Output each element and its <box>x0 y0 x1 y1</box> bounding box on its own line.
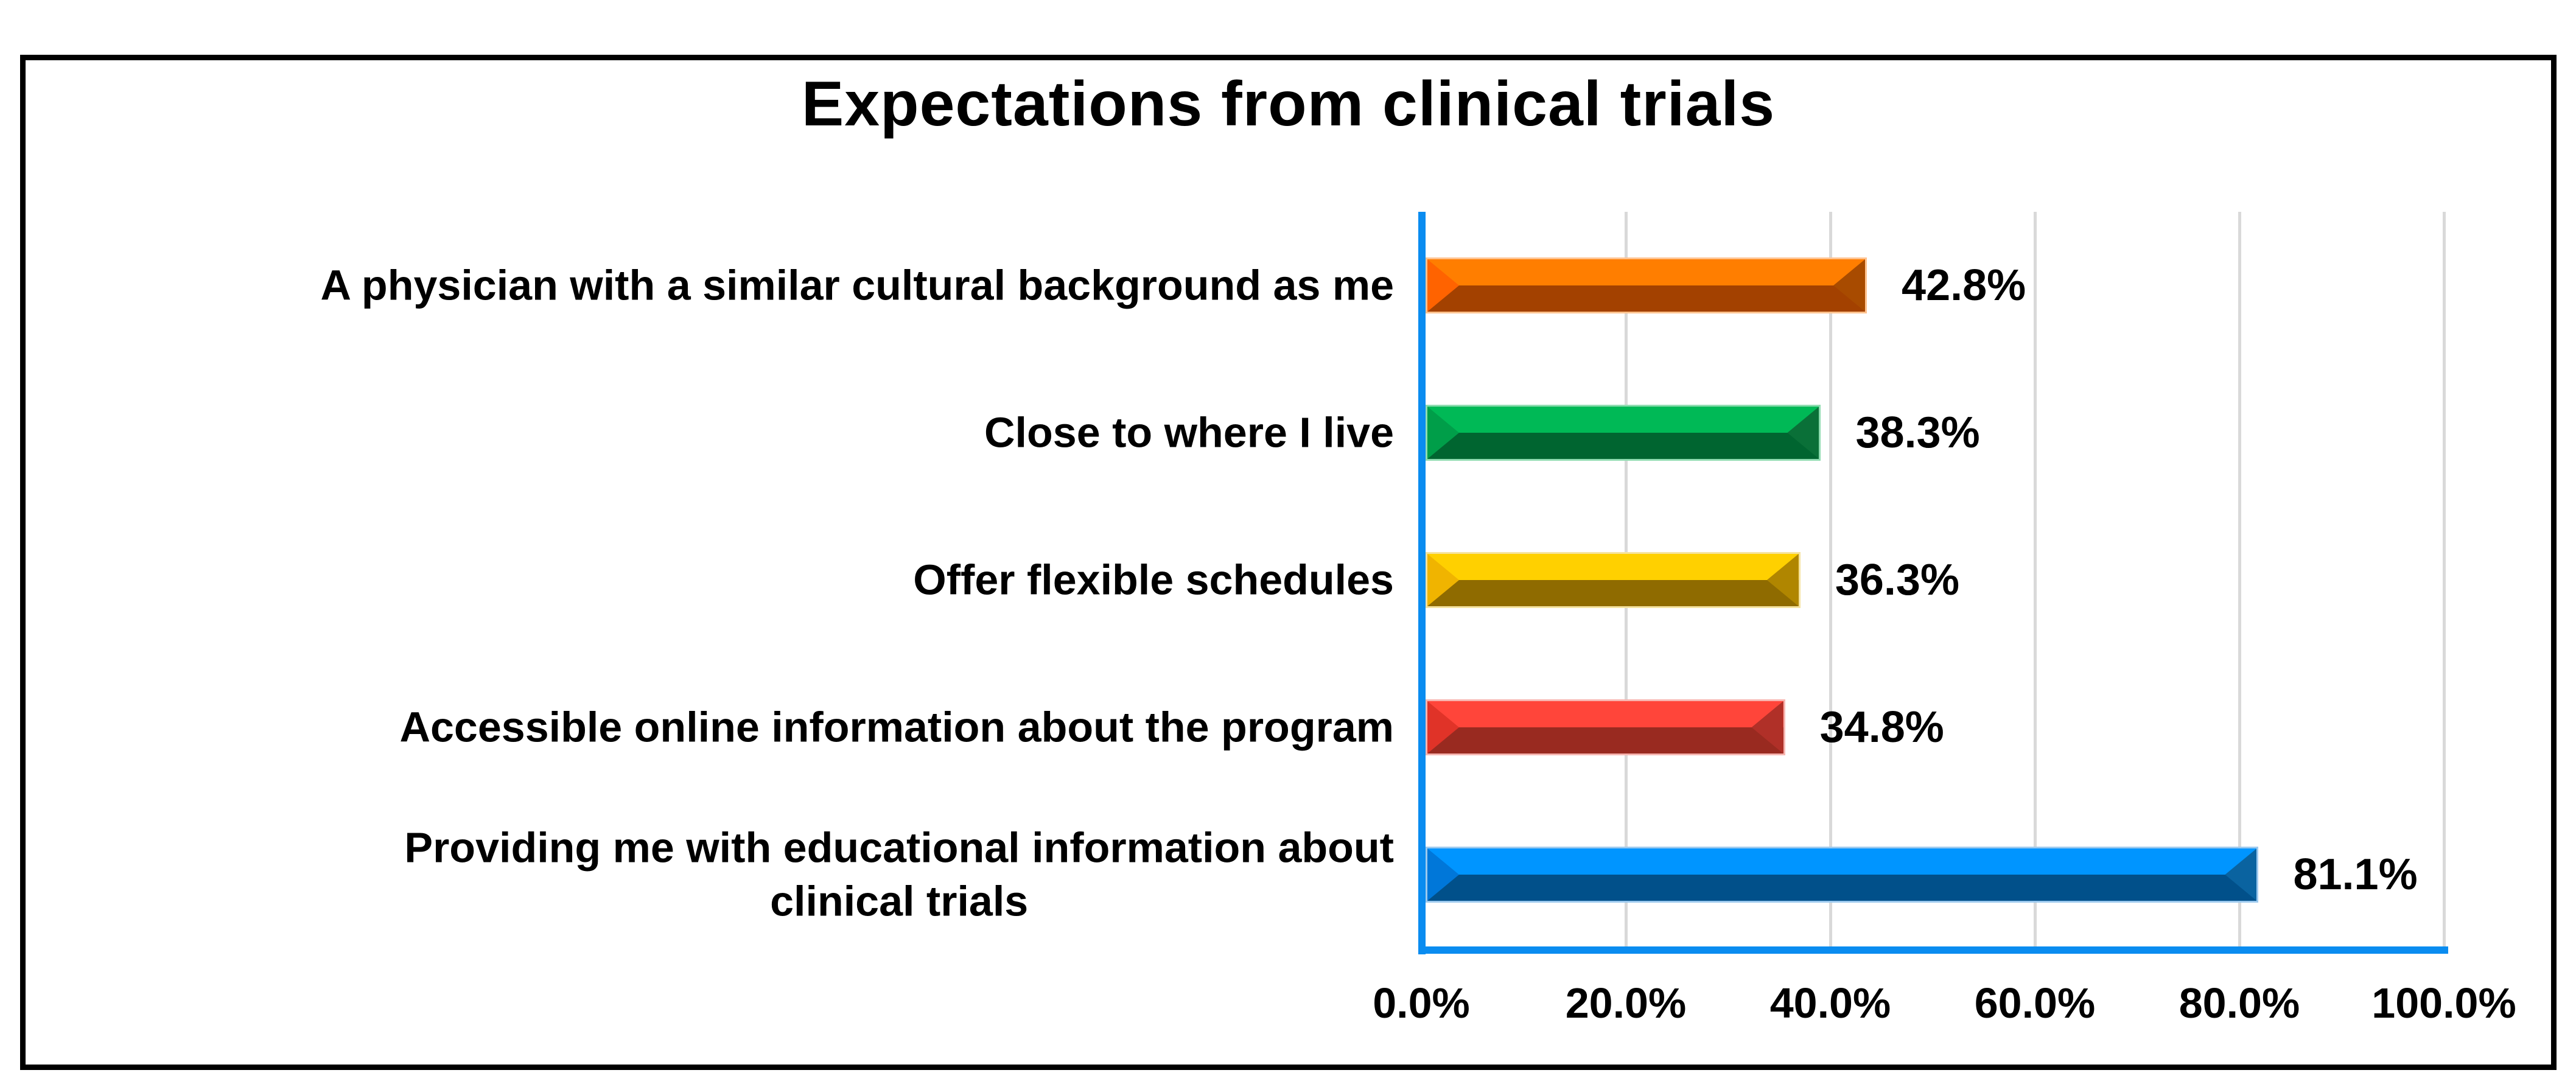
x-tick-label: 100.0% <box>2371 979 2516 1027</box>
x-axis-line <box>1418 946 2448 954</box>
category-label: Providing me with educational informatio… <box>404 823 1394 925</box>
bar-orange <box>1427 259 1866 312</box>
bar-yellow <box>1427 554 1799 606</box>
x-tick-label: 60.0% <box>1974 979 2096 1027</box>
value-label: 42.8% <box>1902 261 2026 310</box>
x-tick-label: 20.0% <box>1565 979 1687 1027</box>
category-label: Accessible online information about the … <box>399 703 1394 751</box>
category-label: Offer flexible schedules <box>913 556 1394 604</box>
value-label: 38.3% <box>1855 408 1980 457</box>
y-axis-line <box>1418 212 1426 954</box>
value-label: 34.8% <box>1819 703 1944 752</box>
gridline <box>2034 212 2037 948</box>
gridline <box>2238 212 2241 948</box>
value-label: 36.3% <box>1835 556 1959 604</box>
bar-blue <box>1427 848 2257 901</box>
gridline <box>1829 212 1832 948</box>
x-tick-label: 40.0% <box>1769 979 1891 1027</box>
value-label: 81.1% <box>2293 850 2418 899</box>
chart-title: Expectations from clinical trials <box>801 69 1776 139</box>
gridline <box>2443 212 2446 948</box>
x-tick-label: 0.0% <box>1373 979 1470 1027</box>
category-label: A physician with a similar cultural back… <box>320 261 1394 309</box>
x-tick-label: 80.0% <box>2179 979 2300 1027</box>
bar-red <box>1427 701 1783 754</box>
chart-border-frame <box>20 55 2557 1070</box>
bar-green <box>1427 407 1819 459</box>
category-label: Close to where I live <box>984 408 1394 456</box>
